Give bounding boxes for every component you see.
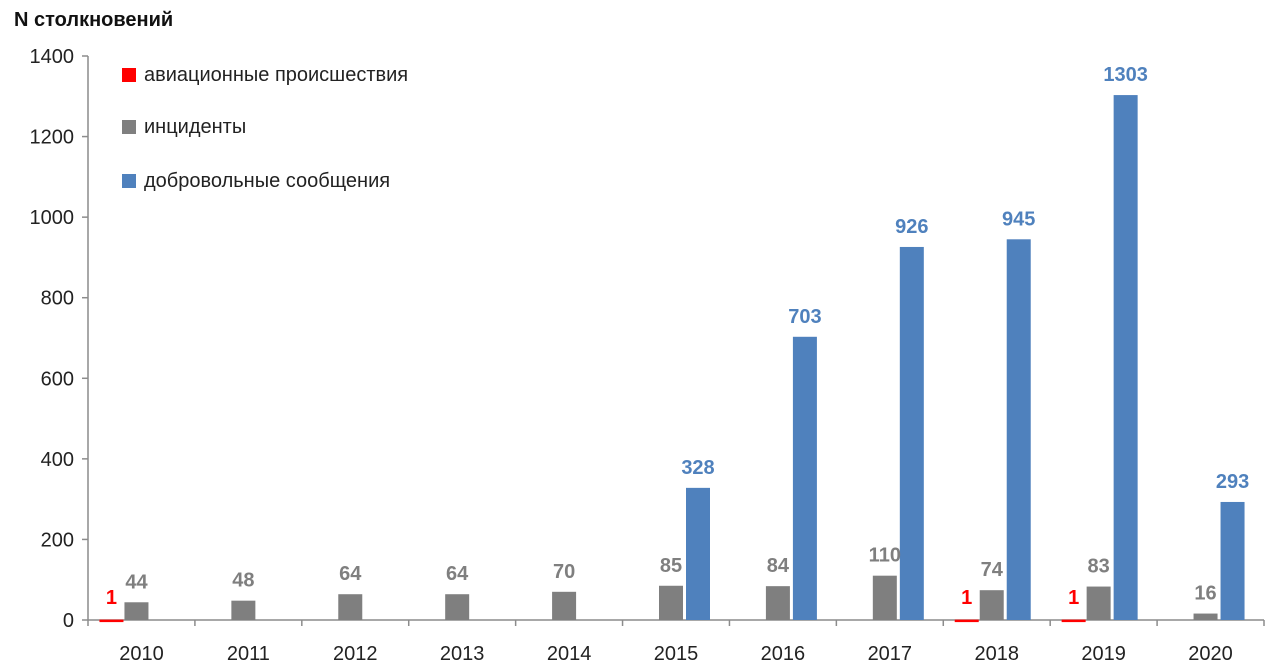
data-label: 1303 — [1103, 64, 1148, 86]
data-label: 293 — [1216, 471, 1249, 493]
x-tick-label: 2013 — [440, 643, 485, 665]
x-tick-label: 2011 — [227, 643, 270, 665]
bar — [686, 487, 710, 620]
x-tick-label: 2020 — [1188, 643, 1233, 665]
y-tick-label: 400 — [41, 449, 74, 471]
legend-swatch — [122, 174, 136, 188]
data-label: 64 — [446, 563, 469, 585]
bar — [552, 591, 577, 620]
bar — [954, 619, 979, 623]
x-tick-label: 2014 — [547, 643, 592, 665]
bar — [1006, 239, 1031, 621]
legend-label: добровольные сообщения — [144, 170, 390, 192]
data-labels: 1 1 1 44 48 64 64 70 85 84 110 74 83 16 328 703 926 945 13… — [106, 64, 1249, 609]
data-label: 926 — [895, 216, 928, 238]
x-tick-label: 2012 — [333, 643, 378, 665]
legend-swatch — [122, 68, 136, 82]
bar — [979, 590, 1004, 620]
data-label: 85 — [660, 555, 682, 577]
bar — [1086, 586, 1111, 620]
legend-label: авиационные происшествия — [144, 64, 408, 86]
y-tick-label: 1000 — [30, 207, 75, 229]
bar — [899, 246, 924, 620]
bar — [445, 594, 470, 620]
x-tick-label: 2017 — [868, 643, 913, 665]
y-tick-label: 1200 — [30, 127, 75, 149]
y-tick-label: 800 — [41, 288, 74, 310]
data-label: 48 — [232, 570, 254, 592]
data-label: 64 — [339, 563, 362, 585]
bar — [124, 602, 149, 620]
bar — [231, 600, 256, 620]
x-tick-label: 2010 — [119, 643, 164, 665]
bar — [1061, 619, 1086, 623]
data-label: 74 — [981, 559, 1004, 581]
legend-swatch — [122, 120, 136, 134]
bar — [659, 585, 683, 620]
bar — [99, 619, 124, 623]
y-tick-label: 1400 — [30, 46, 75, 68]
bar — [872, 575, 897, 620]
legend-label: инциденты — [144, 116, 246, 138]
data-label: 1 — [106, 587, 117, 609]
data-label: 328 — [681, 457, 714, 479]
data-label: 110 — [869, 545, 901, 567]
legend: авиационные происшествия инциденты доброво… — [122, 64, 408, 192]
x-tick-label: 2019 — [1081, 643, 1126, 665]
data-label: 84 — [767, 555, 790, 577]
x-tick-label: 2016 — [761, 643, 806, 665]
axes: 0 200 400 600 800 1000 1200 1400 2010 2011 2012 201… — [30, 46, 1265, 665]
bar — [1113, 95, 1138, 620]
y-tick-label: 200 — [41, 529, 74, 551]
data-label: 703 — [788, 306, 821, 328]
y-axis-title: N столкновений — [14, 9, 173, 31]
x-tick-label: 2015 — [654, 643, 699, 665]
data-label: 1 — [961, 587, 972, 609]
data-label: 83 — [1088, 556, 1110, 578]
bar — [338, 594, 363, 620]
y-tick-label: 600 — [41, 368, 74, 390]
bars — [99, 95, 1245, 623]
x-tick-label: 2018 — [974, 643, 1019, 665]
data-label: 945 — [1002, 208, 1035, 230]
data-label: 44 — [125, 571, 148, 593]
data-label: 16 — [1194, 583, 1216, 605]
data-label: 70 — [553, 561, 575, 583]
data-label: 1 — [1068, 587, 1079, 609]
bar — [792, 336, 817, 620]
bar — [1220, 501, 1245, 620]
bar — [765, 586, 790, 620]
bar — [1193, 613, 1218, 620]
y-tick-label: 0 — [63, 610, 74, 632]
